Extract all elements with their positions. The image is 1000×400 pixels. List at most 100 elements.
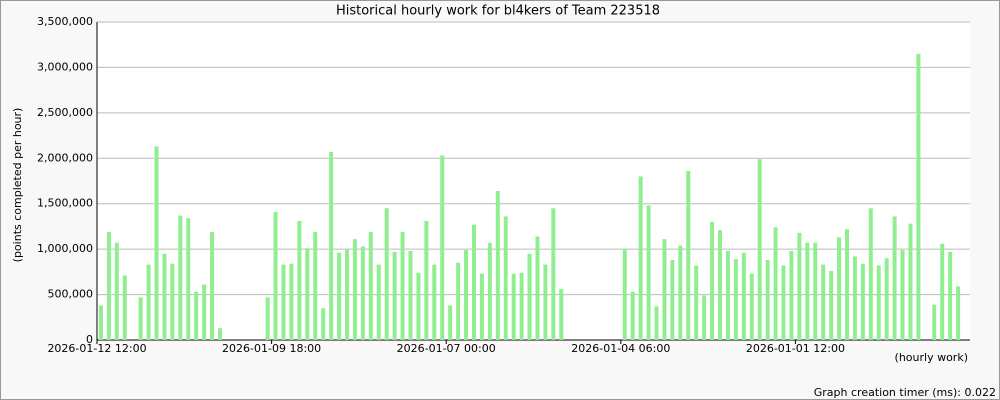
bar (432, 264, 437, 340)
bar (194, 291, 199, 340)
bar (527, 253, 532, 340)
bar (781, 265, 786, 340)
bar (916, 53, 921, 341)
bar (646, 205, 651, 340)
bar (749, 273, 754, 340)
bar (670, 260, 675, 340)
bar (368, 231, 373, 340)
bar (940, 243, 945, 340)
bar (789, 250, 794, 340)
bar (519, 272, 524, 340)
bar (98, 305, 103, 340)
bar (344, 249, 349, 340)
bar (852, 256, 857, 340)
bar (464, 250, 469, 340)
bar (210, 231, 215, 340)
bar (654, 306, 659, 340)
bar (479, 273, 484, 340)
y-tick-label: 3,000,000 (37, 60, 93, 73)
bar (265, 297, 270, 340)
bar (384, 208, 389, 340)
bar (408, 250, 413, 340)
bar (725, 250, 730, 340)
bar (440, 155, 445, 340)
chart-title: Historical hourly work for bl4kers of Te… (336, 4, 660, 19)
bar (710, 221, 715, 340)
bar (622, 249, 627, 340)
bar (154, 146, 159, 340)
bar (448, 305, 453, 340)
bar (908, 223, 913, 340)
bar (860, 263, 865, 340)
bar (273, 211, 278, 340)
x-tick-label: 2026-01-04 06:00 (571, 342, 670, 355)
bar (559, 289, 564, 340)
bar (718, 230, 723, 340)
bar (884, 258, 889, 340)
footer: Graph creation timer (ms): 0.022 (814, 386, 996, 399)
x-tick-label: 2026-01-09 18:00 (222, 342, 321, 355)
bar (821, 264, 826, 340)
bar (797, 232, 802, 340)
bar (868, 208, 873, 340)
bar (495, 190, 500, 340)
bar (106, 231, 111, 340)
bar (741, 252, 746, 340)
x-tick-label: 2026-01-01 12:00 (746, 342, 845, 355)
bar (416, 272, 421, 340)
bar (765, 260, 770, 340)
y-axis-label: (points completed per hour) (11, 108, 24, 263)
bar (424, 220, 429, 340)
bar (837, 237, 842, 340)
bar (281, 264, 286, 340)
bar (805, 242, 810, 340)
bar (376, 264, 381, 340)
bar (829, 270, 834, 340)
bar (694, 265, 699, 340)
bar (948, 251, 953, 340)
bar (162, 253, 167, 340)
bar (218, 328, 223, 340)
bar (503, 216, 508, 340)
bar (178, 215, 183, 340)
bar (543, 264, 548, 340)
bar (773, 227, 778, 340)
x-tick-label: 2026-01-07 00:00 (397, 342, 496, 355)
x-axis-label: (hourly work) (895, 351, 968, 364)
bar (352, 239, 357, 340)
bar (638, 176, 643, 340)
bar (956, 286, 961, 340)
bar (146, 264, 151, 340)
bar (289, 263, 294, 340)
bar (360, 246, 365, 340)
bar (686, 171, 691, 340)
bar (757, 159, 762, 340)
bar (844, 229, 849, 340)
bar (702, 295, 707, 340)
bar (170, 263, 175, 340)
bar (876, 265, 881, 340)
y-tick-label: 0 (86, 333, 93, 346)
y-tick-label: 2,000,000 (37, 151, 93, 164)
bar (511, 273, 516, 340)
bar (392, 251, 397, 340)
bar (122, 275, 127, 340)
bar (900, 250, 905, 340)
bar (400, 231, 405, 340)
y-tick-label: 1,000,000 (37, 242, 93, 255)
bar (114, 242, 119, 340)
bar (138, 297, 143, 340)
x-tick-label: 2026-01-12 12:00 (47, 342, 146, 355)
bar (733, 259, 738, 340)
bar (297, 220, 302, 340)
bar (678, 245, 683, 340)
y-tick-label: 3,500,000 (37, 15, 93, 28)
bar (305, 248, 310, 340)
bar (932, 304, 937, 340)
bar (202, 284, 207, 340)
bar (321, 308, 326, 340)
y-tick-label: 1,500,000 (37, 197, 93, 210)
bar (813, 242, 818, 340)
bar (329, 151, 334, 340)
